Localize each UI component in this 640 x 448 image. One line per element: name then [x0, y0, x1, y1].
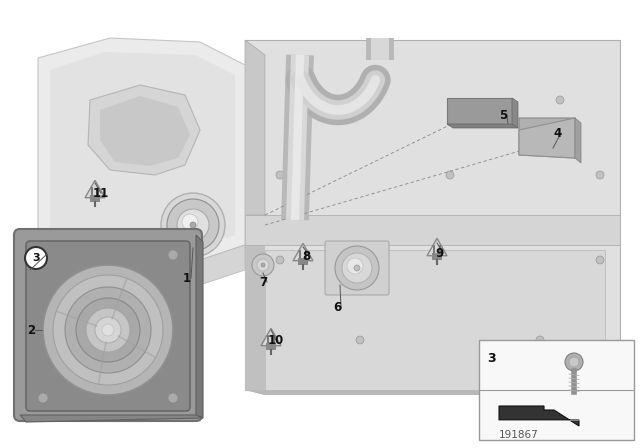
- Text: 3: 3: [32, 253, 40, 263]
- Polygon shape: [575, 118, 581, 163]
- Circle shape: [168, 393, 178, 403]
- Polygon shape: [245, 390, 620, 395]
- Polygon shape: [261, 328, 281, 346]
- Circle shape: [316, 96, 324, 104]
- Polygon shape: [499, 406, 579, 426]
- Circle shape: [167, 199, 219, 251]
- Text: 11: 11: [93, 186, 109, 199]
- Polygon shape: [519, 118, 575, 158]
- Text: 7: 7: [259, 276, 267, 289]
- Text: 9: 9: [435, 246, 444, 259]
- Text: 2: 2: [27, 323, 35, 336]
- Text: 10: 10: [268, 333, 284, 346]
- Circle shape: [86, 308, 130, 352]
- Circle shape: [95, 317, 121, 343]
- Circle shape: [347, 258, 363, 274]
- Text: 4: 4: [553, 126, 561, 139]
- Circle shape: [276, 256, 284, 264]
- Text: 1: 1: [183, 271, 191, 284]
- Circle shape: [354, 265, 360, 271]
- Circle shape: [161, 193, 225, 257]
- Polygon shape: [196, 235, 203, 418]
- Text: 3: 3: [487, 352, 495, 365]
- Circle shape: [182, 214, 198, 230]
- Polygon shape: [38, 245, 245, 285]
- Circle shape: [569, 357, 579, 367]
- Polygon shape: [50, 52, 235, 258]
- Text: 6: 6: [333, 301, 341, 314]
- FancyBboxPatch shape: [325, 241, 389, 295]
- Text: 5: 5: [499, 108, 508, 121]
- Circle shape: [556, 96, 564, 104]
- Circle shape: [446, 171, 454, 179]
- Polygon shape: [512, 98, 518, 128]
- Polygon shape: [245, 215, 620, 245]
- Polygon shape: [245, 40, 265, 215]
- Circle shape: [261, 263, 265, 267]
- Polygon shape: [265, 250, 605, 390]
- Polygon shape: [447, 98, 512, 124]
- Text: 191867: 191867: [499, 430, 539, 440]
- Polygon shape: [293, 243, 313, 261]
- Circle shape: [53, 275, 163, 385]
- Polygon shape: [38, 38, 245, 270]
- Circle shape: [43, 265, 173, 395]
- Polygon shape: [20, 415, 203, 422]
- Circle shape: [190, 222, 196, 228]
- FancyBboxPatch shape: [479, 340, 634, 440]
- FancyBboxPatch shape: [90, 195, 100, 202]
- Circle shape: [65, 287, 151, 373]
- Circle shape: [596, 256, 604, 264]
- FancyBboxPatch shape: [26, 241, 190, 411]
- Polygon shape: [85, 181, 105, 198]
- FancyBboxPatch shape: [266, 343, 276, 350]
- Polygon shape: [245, 40, 620, 390]
- Circle shape: [38, 250, 48, 260]
- Polygon shape: [447, 124, 518, 128]
- Circle shape: [38, 393, 48, 403]
- Text: 8: 8: [302, 250, 310, 263]
- FancyBboxPatch shape: [14, 229, 202, 421]
- Polygon shape: [519, 118, 575, 158]
- Circle shape: [276, 171, 284, 179]
- Circle shape: [177, 209, 209, 241]
- Circle shape: [335, 246, 379, 290]
- FancyBboxPatch shape: [432, 253, 442, 260]
- Circle shape: [536, 336, 544, 344]
- Circle shape: [257, 259, 269, 271]
- Circle shape: [252, 254, 274, 276]
- Polygon shape: [245, 40, 265, 395]
- Circle shape: [342, 253, 372, 283]
- Circle shape: [596, 171, 604, 179]
- Polygon shape: [427, 238, 447, 256]
- Circle shape: [565, 353, 583, 371]
- Polygon shape: [88, 85, 200, 175]
- FancyBboxPatch shape: [298, 258, 308, 265]
- Polygon shape: [100, 96, 190, 166]
- Circle shape: [25, 247, 47, 269]
- Circle shape: [168, 250, 178, 260]
- Circle shape: [102, 324, 114, 336]
- Circle shape: [356, 336, 364, 344]
- Circle shape: [76, 298, 140, 362]
